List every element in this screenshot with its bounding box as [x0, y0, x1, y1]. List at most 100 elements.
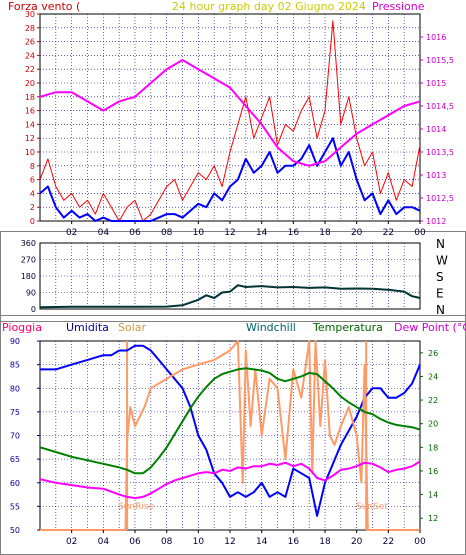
wind-axes: 02468101214161820222426283010121012,5101… — [25, 10, 454, 238]
wind-x-tick-label: 08 — [161, 228, 173, 238]
humidity-left-tick-label: 55 — [10, 502, 20, 511]
lower-x-tick-label: 20 — [351, 537, 363, 547]
legend-temperature: Temperatura — [312, 321, 383, 334]
humidity-left-tick-label: 80 — [10, 384, 20, 393]
direction-compass-label: S — [436, 270, 444, 284]
wind-left-tick-label: 30 — [25, 10, 35, 19]
direction-left-tick-label: 360 — [21, 239, 36, 248]
temperature-right-tick-label: 14 — [428, 491, 438, 500]
temperature-right-tick-label: 26 — [428, 349, 438, 358]
sunset-label: SunSet — [356, 502, 388, 512]
wind-x-tick-label: 00 — [414, 228, 426, 238]
wind-x-tick-label: 22 — [383, 228, 394, 238]
wind-left-tick-label: 24 — [25, 51, 35, 60]
wind-series-avg-line — [39, 137, 421, 222]
temperature-right-tick-label: 18 — [428, 443, 438, 452]
wind-grid — [40, 14, 420, 221]
pressure-right-tick-label: 1014 — [426, 125, 446, 134]
wind-x-tick-label: 16 — [288, 228, 300, 238]
lower-x-tick-label: 10 — [193, 537, 205, 547]
wind-left-tick-label: 6 — [30, 176, 35, 185]
lower-x-tick-label: 14 — [256, 537, 268, 547]
pressure-right-tick-label: 1012,5 — [426, 194, 454, 203]
pressure-right-tick-label: 1013 — [426, 171, 446, 180]
lower-x-tick-label: 18 — [319, 537, 331, 547]
lower-series-humidity-line — [40, 344, 421, 517]
legend-rain: Pioggia — [2, 321, 42, 334]
pressure-right-tick-label: 1012 — [426, 217, 446, 226]
temperature-right-tick-label: 22 — [428, 396, 438, 405]
wind-left-tick-label: 12 — [25, 134, 35, 143]
lower-x-tick-label: 12 — [224, 537, 235, 547]
direction-series — [39, 284, 421, 309]
wind-x-tick-label: 02 — [66, 228, 77, 238]
lower-x-tick-label: 04 — [98, 537, 110, 547]
wind-left-tick-label: 26 — [25, 38, 35, 47]
wind-series — [39, 20, 421, 222]
direction-compass-label: W — [436, 254, 448, 268]
lower-x-tick-label: 00 — [414, 537, 426, 547]
wind-left-tick-label: 28 — [25, 24, 35, 33]
wind-left-tick-label: 10 — [25, 148, 35, 157]
wind-series-pressure-line — [39, 59, 421, 167]
lower-series-solar-line — [40, 340, 420, 531]
pressure-right-tick-label: 1015,5 — [426, 56, 454, 65]
legend-humidity: Umidita — [66, 321, 109, 334]
wind-x-tick-label: 10 — [193, 228, 205, 238]
header-left-label: Forza vento ( — [8, 0, 80, 13]
wind-x-tick-label: 04 — [98, 228, 110, 238]
header-title: 24 hour graph day 02 Giugno 2024 — [172, 0, 366, 13]
pressure-right-tick-label: 1015 — [426, 79, 446, 88]
humidity-left-tick-label: 65 — [10, 455, 20, 464]
wind-x-tick-label: 18 — [319, 228, 331, 238]
temperature-right-tick-label: 16 — [428, 467, 438, 476]
lower-x-tick-label: 02 — [66, 537, 77, 547]
humidity-left-tick-label: 90 — [10, 337, 20, 346]
temperature-right-tick-label: 12 — [428, 514, 438, 523]
wind-x-tick-label: 14 — [256, 228, 268, 238]
humidity-left-tick-label: 75 — [10, 408, 20, 417]
wind-left-tick-label: 4 — [30, 189, 35, 198]
direction-series-line — [39, 284, 421, 309]
direction-left-tick-label: 0 — [31, 305, 36, 314]
wind-left-tick-label: 18 — [25, 93, 35, 102]
wind-left-tick-label: 2 — [30, 203, 35, 212]
temperature-right-tick-label: 20 — [428, 420, 438, 429]
wind-x-tick-label: 20 — [351, 228, 363, 238]
direction-compass-label: N — [436, 237, 445, 251]
lower-x-tick-label: 06 — [129, 537, 141, 547]
pressure-right-tick-label: 1016 — [426, 33, 446, 42]
wind-left-tick-label: 16 — [25, 107, 35, 116]
wind-series-gust-line — [39, 20, 421, 222]
lower-x-tick-label: 08 — [161, 537, 173, 547]
temperature-right-tick-label: 24 — [428, 372, 438, 381]
direction-compass-label: E — [436, 287, 444, 301]
legend-windchill: Windchill — [246, 321, 296, 334]
humidity-left-tick-label: 60 — [10, 479, 20, 488]
humidity-left-tick-label: 50 — [10, 526, 20, 535]
pressure-right-tick-label: 1014,5 — [426, 102, 454, 111]
lower-grid — [40, 341, 420, 530]
pressure-right-tick-label: 1013,5 — [426, 148, 454, 157]
wind-left-tick-label: 14 — [25, 120, 35, 129]
wind-left-tick-label: 8 — [30, 162, 35, 171]
humidity-left-tick-label: 70 — [10, 432, 20, 441]
humidity-left-tick-label: 85 — [10, 361, 20, 370]
lower-series — [39, 340, 421, 531]
direction-left-tick-label: 180 — [21, 272, 36, 281]
direction-compass-label: N — [436, 303, 445, 317]
legend-dew-point: Dew Point (°C) — [394, 321, 466, 334]
wind-plot-area — [39, 13, 421, 222]
wind-left-tick-label: 0 — [30, 217, 35, 226]
wind-x-tick-label: 06 — [129, 228, 141, 238]
wind-x-tick-label: 12 — [224, 228, 235, 238]
direction-left-tick-label: 270 — [21, 256, 36, 265]
wind-left-tick-label: 22 — [25, 65, 35, 74]
lower-x-tick-label: 22 — [383, 537, 394, 547]
lower-series-dew-point-line — [39, 460, 421, 500]
lower-series-temperature-line — [39, 367, 421, 475]
legend-solar: Solar — [118, 321, 147, 334]
